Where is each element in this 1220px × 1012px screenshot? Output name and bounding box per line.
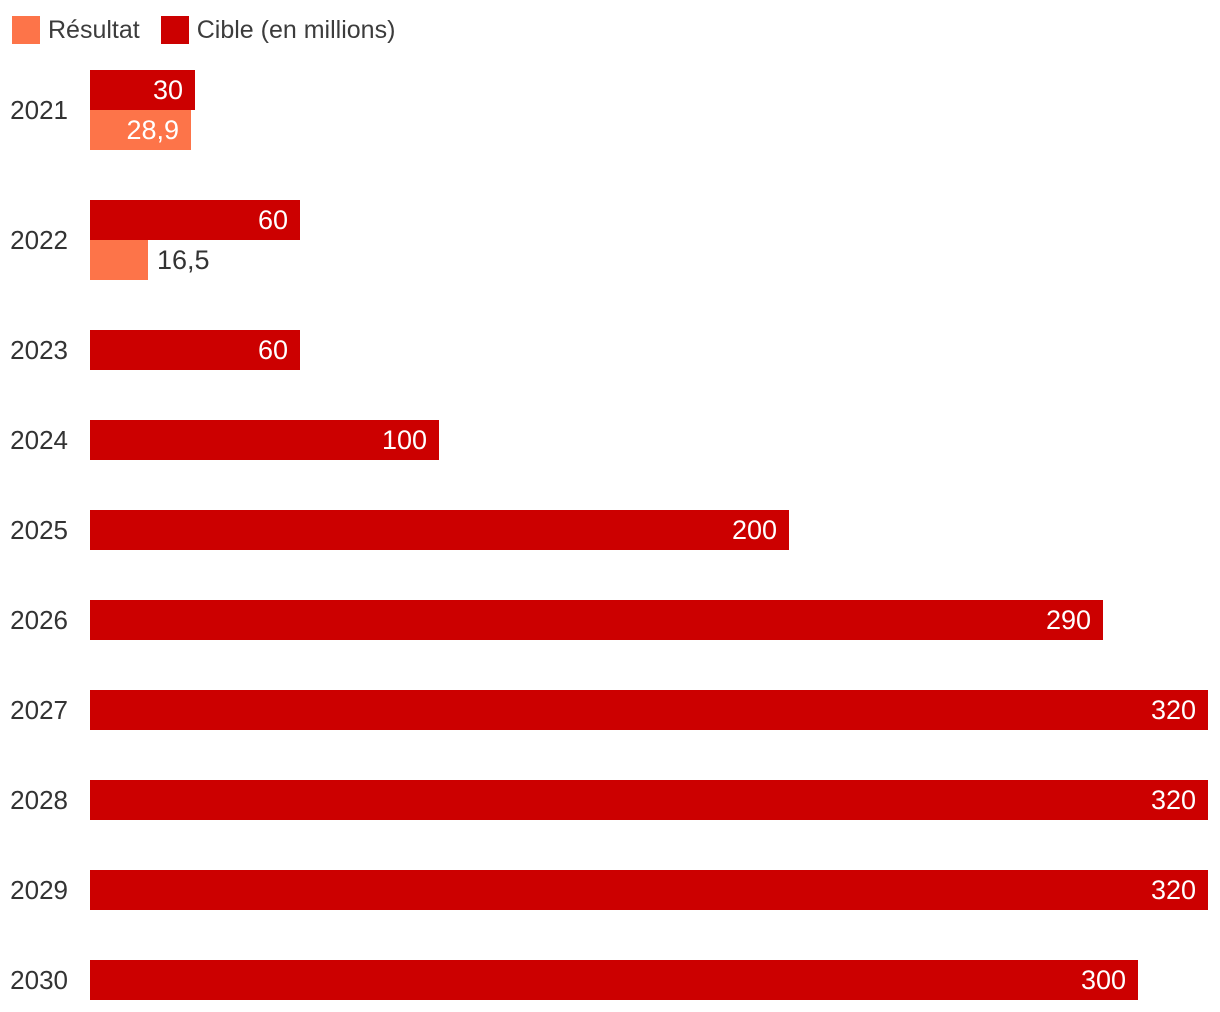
bar-chart: 2021 30 28,9 2022 60 16,5 2023 60 2024 100 2025 200… — [0, 70, 1220, 1000]
bar-value-label: 100 — [381, 424, 427, 455]
bar-value-label: 320 — [1150, 694, 1196, 725]
bar-row: 320 — [90, 780, 1220, 820]
year-label: 2028 — [10, 784, 68, 815]
bars-container: 320 — [90, 870, 1220, 910]
cible-bar: 100 — [90, 420, 439, 460]
bar-row: 320 — [90, 690, 1220, 730]
year-label: 2021 — [10, 94, 68, 125]
year-label: 2029 — [10, 874, 68, 905]
cible-bar: 60 — [90, 200, 300, 240]
bars-container: 60 — [90, 330, 1220, 370]
resultat-bar: 28,9 — [90, 110, 191, 150]
year-label: 2022 — [10, 224, 68, 255]
bars-container: 100 — [90, 420, 1220, 460]
bar-row: 28,9 — [90, 110, 1220, 150]
chart-legend: Résultat Cible (en millions) — [12, 16, 1220, 44]
year-group: 2024 100 — [0, 420, 1220, 460]
year-group: 2027 320 — [0, 690, 1220, 730]
year-group: 2021 30 28,9 — [0, 70, 1220, 150]
cible-bar: 60 — [90, 330, 300, 370]
cible-swatch-icon — [160, 16, 189, 44]
bars-container: 60 16,5 — [90, 200, 1220, 280]
legend-label-resultat: Résultat — [48, 16, 140, 44]
cible-bar: 320 — [90, 870, 1208, 910]
year-group: 2026 290 — [0, 600, 1220, 640]
bar-value-label: 320 — [1150, 874, 1196, 905]
cible-bar: 320 — [90, 780, 1208, 820]
year-label: 2026 — [10, 604, 68, 635]
year-group: 2023 60 — [0, 330, 1220, 370]
year-label: 2024 — [10, 424, 68, 455]
bars-container: 320 — [90, 780, 1220, 820]
bars-container: 290 — [90, 600, 1220, 640]
bar-value-label: 60 — [257, 204, 288, 235]
year-group: 2025 200 — [0, 510, 1220, 550]
year-label: 2030 — [10, 964, 68, 995]
year-group: 2028 320 — [0, 780, 1220, 820]
year-group: 2022 60 16,5 — [0, 200, 1220, 280]
legend-item-cible: Cible (en millions) — [160, 16, 396, 44]
cible-bar: 300 — [90, 960, 1138, 1000]
bar-row: 60 — [90, 330, 1220, 370]
bar-row: 200 — [90, 510, 1220, 550]
bar-value-label: 28,9 — [126, 114, 179, 145]
bar-value-label: 290 — [1045, 604, 1091, 635]
bars-container: 300 — [90, 960, 1220, 1000]
bars-container: 30 28,9 — [90, 70, 1220, 150]
bar-row: 60 — [90, 200, 1220, 240]
bar-row: 300 — [90, 960, 1220, 1000]
bar-value-label: 30 — [152, 74, 183, 105]
year-label: 2025 — [10, 514, 68, 545]
bar-row: 30 — [90, 70, 1220, 110]
bars-container: 320 — [90, 690, 1220, 730]
bar-row: 290 — [90, 600, 1220, 640]
bar-value-label: 300 — [1080, 964, 1126, 995]
year-group: 2029 320 — [0, 870, 1220, 910]
bar-row: 320 — [90, 870, 1220, 910]
legend-label-cible: Cible (en millions) — [196, 16, 396, 44]
bar-value-label: 320 — [1150, 784, 1196, 815]
cible-bar: 320 — [90, 690, 1208, 730]
bar-row: 16,5 — [90, 240, 1220, 280]
resultat-bar — [90, 240, 148, 280]
resultat-swatch-icon — [12, 16, 40, 44]
year-label: 2027 — [10, 694, 68, 725]
bars-container: 200 — [90, 510, 1220, 550]
bar-value-label: 16,5 — [157, 244, 210, 275]
cible-bar: 290 — [90, 600, 1103, 640]
cible-bar: 200 — [90, 510, 789, 550]
bar-row: 100 — [90, 420, 1220, 460]
cible-bar: 30 — [90, 70, 195, 110]
year-label: 2023 — [10, 334, 68, 365]
legend-item-resultat: Résultat — [12, 16, 140, 44]
bar-value-label: 60 — [257, 334, 288, 365]
bar-value-label: 200 — [731, 514, 777, 545]
year-group: 2030 300 — [0, 960, 1220, 1000]
